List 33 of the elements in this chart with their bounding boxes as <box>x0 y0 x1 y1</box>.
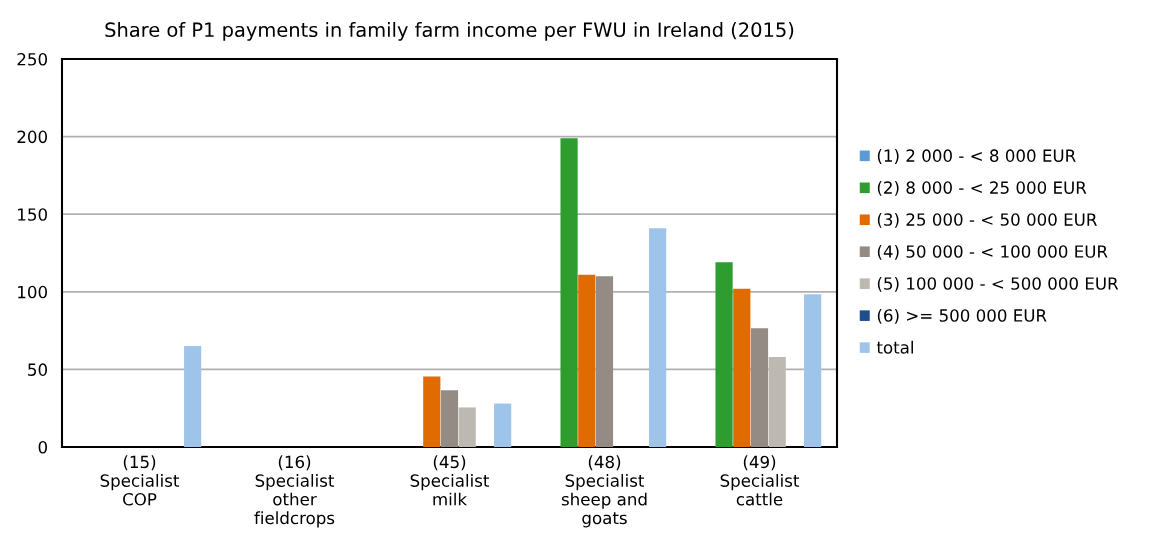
y-tick-label: 100 <box>18 285 47 299</box>
bar <box>804 294 822 447</box>
bar <box>440 390 459 447</box>
bar <box>423 376 441 447</box>
bar <box>458 407 476 447</box>
x-tick-label: (16) Specialist other fieldcrops <box>254 455 335 528</box>
chart-title: Share of P1 payments in family farm income per FWU in Ireland (2015) <box>105 22 794 41</box>
legend-label: (6) >= 500 000 EUR <box>877 308 1047 324</box>
bar <box>715 262 733 447</box>
y-tick-label: 200 <box>17 130 47 144</box>
bar <box>560 138 578 447</box>
x-tick-label: (49) Specialist cattle <box>720 455 800 506</box>
bar <box>649 228 667 447</box>
legend-label: (2) 8 000 - < 25 000 EUR <box>877 181 1087 196</box>
x-tick-label: (48) Specialist sheep and goats <box>561 455 647 528</box>
bar <box>578 274 596 447</box>
legend-label: total <box>876 340 913 354</box>
bar <box>768 356 786 447</box>
legend-label: (5) 100 000 - < 500 000 EUR <box>877 276 1119 292</box>
bar <box>494 403 512 447</box>
bar <box>595 276 614 447</box>
legend-label: (3) 25 000 - < 50 000 EUR <box>877 212 1097 228</box>
bar <box>750 328 769 447</box>
legend-label: (4) 50 000 - < 100 000 EUR <box>877 244 1108 260</box>
x-tick-label: (15) Specialist COP <box>100 455 180 506</box>
y-tick-label: 0 <box>38 440 47 454</box>
legend-label: (1) 2 000 - < 8 000 EUR <box>877 149 1076 164</box>
y-tick-label: 250 <box>17 52 47 66</box>
bar <box>733 288 751 447</box>
x-tick-label: (45) Specialist milk <box>410 455 490 506</box>
y-tick-label: 150 <box>18 208 47 221</box>
bar <box>184 346 202 447</box>
y-tick-label: 50 <box>28 363 47 376</box>
